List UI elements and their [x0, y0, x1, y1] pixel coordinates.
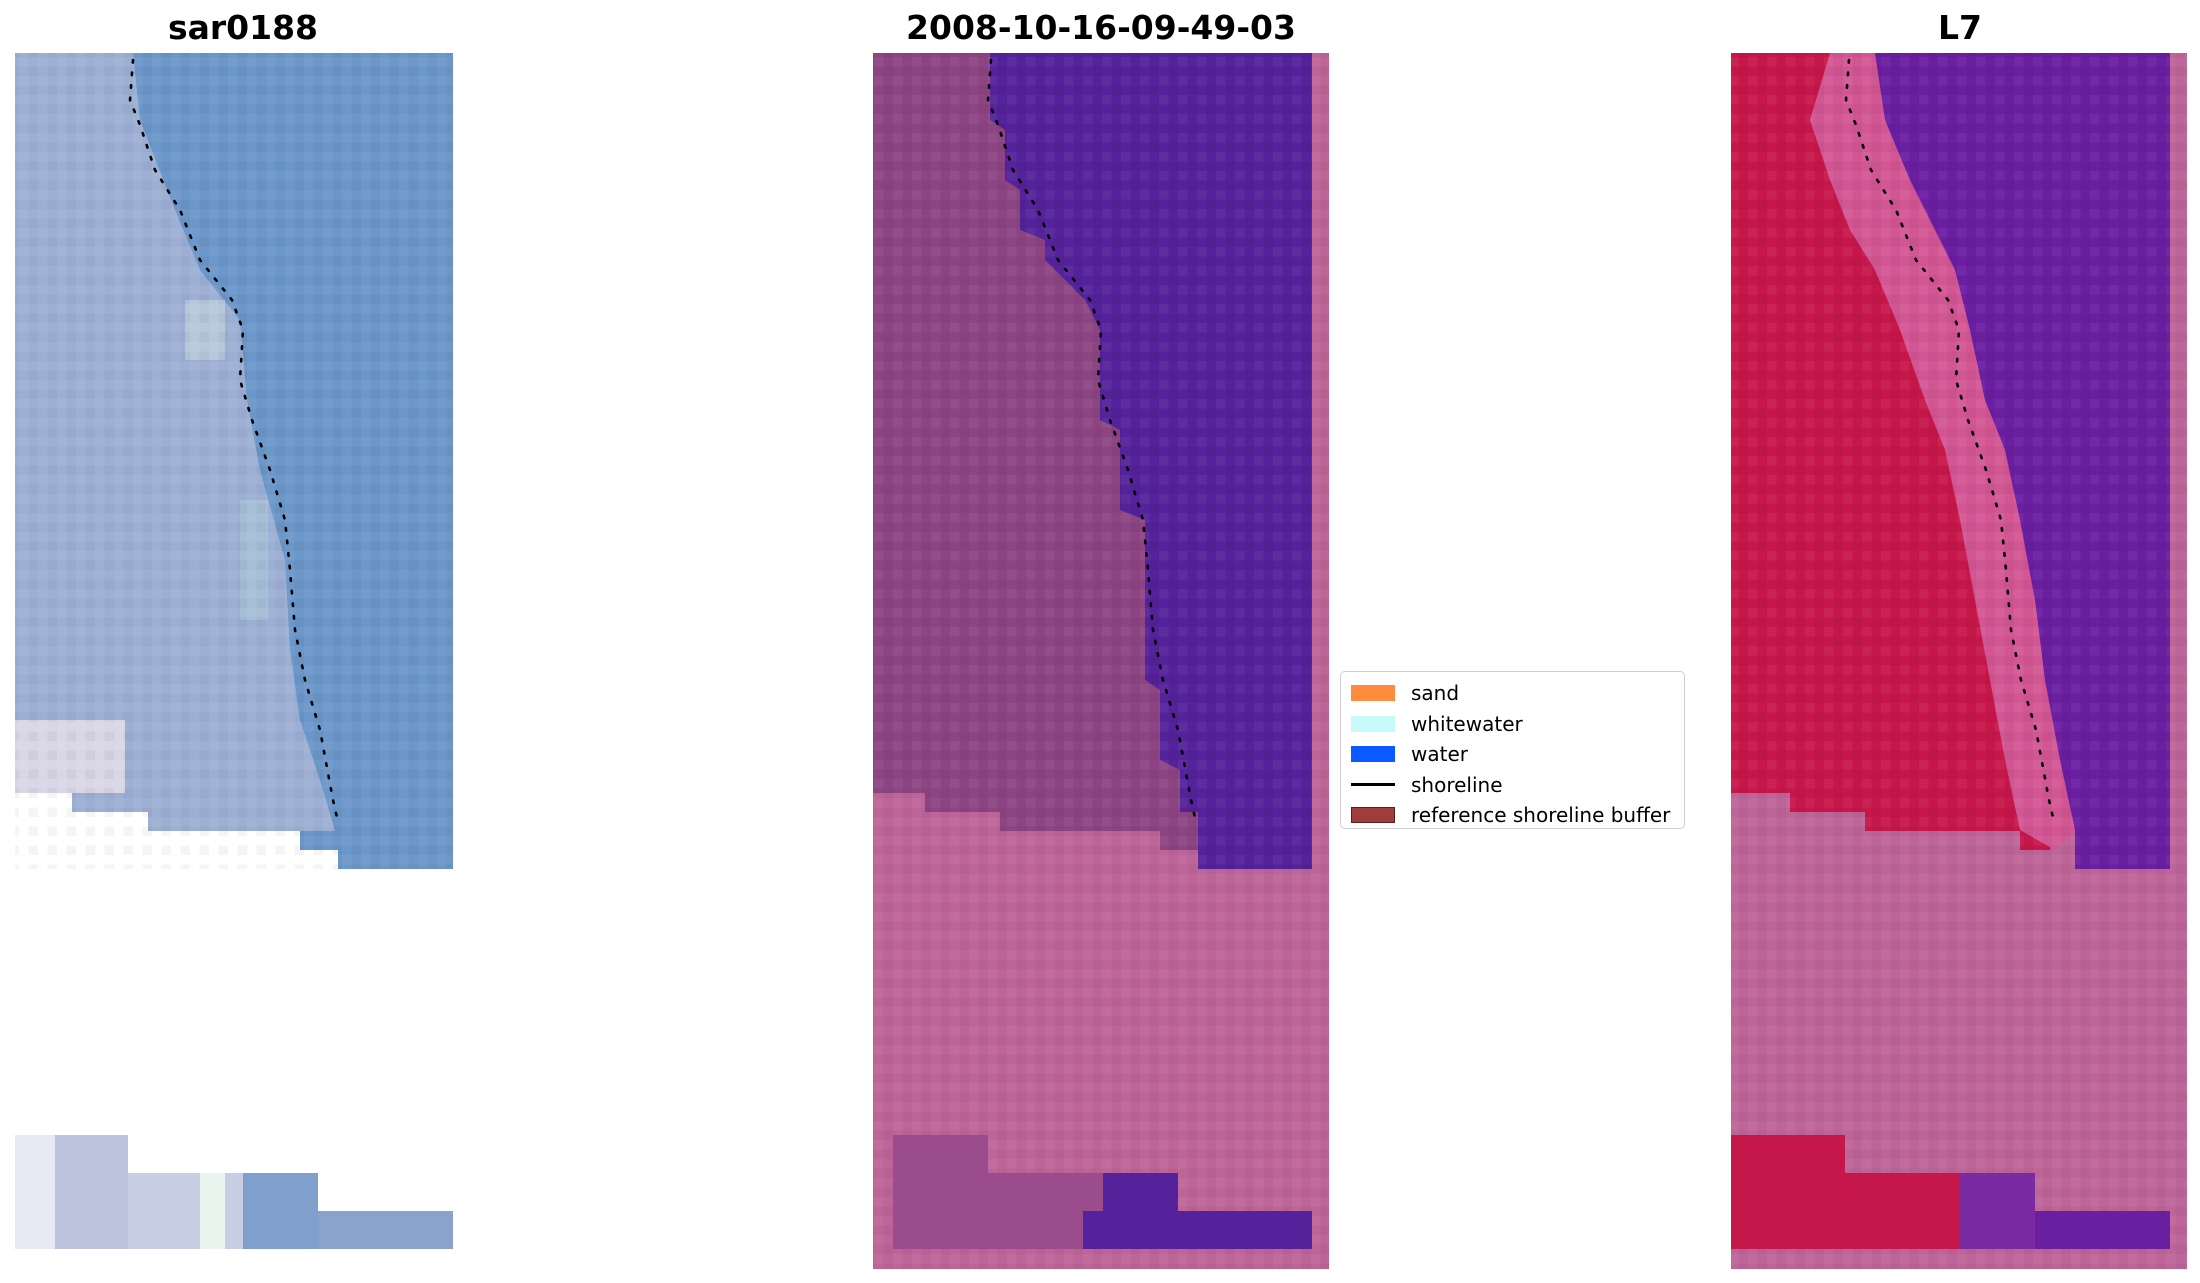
classified-image — [873, 53, 1329, 1269]
legend-item-reference-buffer: reference shoreline buffer — [1351, 800, 1674, 831]
rgb-image — [15, 53, 453, 1249]
satellite-image — [1731, 53, 2187, 1269]
classified-bottom-land — [893, 1135, 988, 1249]
satellite-bottom-land — [1731, 1135, 1845, 1249]
legend-item-shoreline: shoreline — [1351, 770, 1674, 801]
legend-swatch-water — [1351, 746, 1395, 763]
legend: sand whitewater water shoreline referenc… — [1340, 671, 1685, 829]
panel-title-rgb: sar0188 — [167, 8, 319, 47]
panel-title-classified: 2008-10-16-09-49-03 — [906, 8, 1296, 47]
legend-label: water — [1411, 742, 1468, 767]
legend-swatch-shoreline — [1351, 783, 1395, 787]
satellite-bottom-water — [1960, 1173, 2035, 1249]
legend-swatch-whitewater — [1351, 715, 1395, 732]
legend-label: whitewater — [1411, 711, 1523, 736]
legend-item-whitewater: whitewater — [1351, 709, 1674, 740]
legend-swatch-sand — [1351, 685, 1395, 702]
legend-label: sand — [1411, 681, 1460, 706]
legend-item-water: water — [1351, 739, 1674, 770]
legend-label: reference shoreline buffer — [1411, 803, 1671, 828]
legend-swatch-reference-buffer — [1351, 807, 1395, 824]
panel-title-satellite: L7 — [1938, 8, 1982, 47]
legend-label: shoreline — [1411, 772, 1503, 797]
legend-item-sand: sand — [1351, 678, 1674, 709]
